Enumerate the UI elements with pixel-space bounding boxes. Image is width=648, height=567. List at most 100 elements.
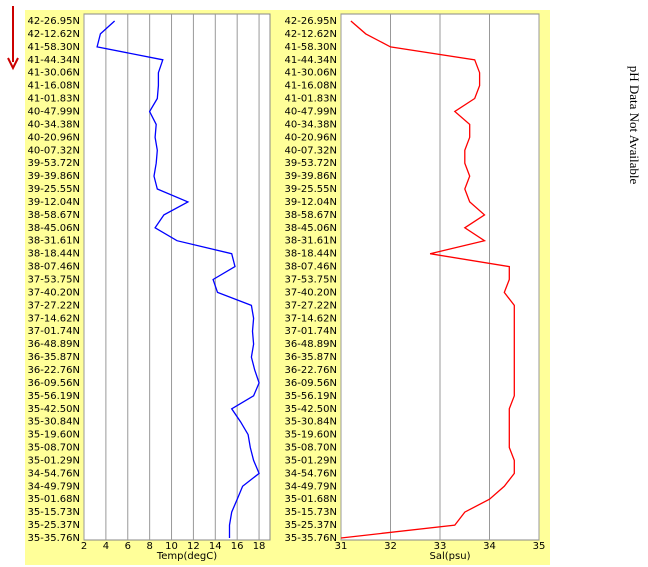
y-tick-label: 41-44.34N [285,55,337,66]
y-tick-label: 38-58.67N [285,210,337,221]
y-tick-label: 37-53.75N [28,275,80,286]
y-tick-label: 40-07.32N [285,145,337,156]
y-tick-label: 42-26.95N [28,16,80,27]
side-note: pH Data Not Available [627,66,642,185]
y-tick-label: 36-35.87N [28,352,80,363]
y-tick-label: 35-01.29N [28,455,80,466]
data-line [340,20,515,539]
y-tick-label: 40-34.38N [285,119,337,130]
y-tick-label: 36-35.87N [285,352,337,363]
y-tick-label: 38-58.67N [28,210,80,221]
y-tick-label: 35-25.37N [28,520,80,531]
y-tick-label: 37-40.20N [285,287,337,298]
y-tick-label: 41-16.08N [285,81,337,92]
y-tick-label: 39-25.55N [28,184,80,195]
y-tick-label: 39-39.86N [285,171,337,182]
y-tick-label: 38-31.61N [28,236,80,247]
x-tick-label: 18 [253,541,266,552]
y-tick-label: 39-53.72N [285,158,337,169]
y-tick-label: 41-16.08N [28,81,80,92]
y-tick-label: 35-08.70N [285,443,337,454]
y-tick-label: 41-30.06N [285,68,337,79]
y-tick-label: 38-31.61N [285,236,337,247]
y-tick-label: 35-35.76N [28,533,80,544]
y-tick-label: 39-39.86N [28,171,80,182]
x-tick-label: 6 [125,541,131,552]
y-tick-label: 40-34.38N [28,119,80,130]
y-tick-label: 36-22.76N [285,365,337,376]
y-tick-label: 41-58.30N [28,42,80,53]
y-tick-label: 38-18.44N [28,249,80,260]
y-tick-label: 36-48.89N [28,339,80,350]
y-tick-label: 35-30.84N [285,417,337,428]
y-tick-label: 41-58.30N [285,42,337,53]
x-tick-label: 16 [231,541,244,552]
x-tick-label: 10 [165,541,178,552]
x-tick-label: 8 [146,541,152,552]
y-tick-label: 36-22.76N [28,365,80,376]
y-tick-label: 40-20.96N [285,132,337,143]
y-tick-label: 35-01.68N [28,494,80,505]
y-tick-label: 37-01.74N [28,326,80,337]
y-tick-label: 40-07.32N [28,145,80,156]
y-tick-label: 39-53.72N [28,158,80,169]
x-tick-label: 35 [533,541,546,552]
y-tick-label: 37-53.75N [285,275,337,286]
data-line [96,20,260,538]
y-tick-label: 35-30.84N [28,417,80,428]
y-tick-label: 35-42.50N [285,404,337,415]
y-tick-label: 37-27.22N [28,300,80,311]
y-tick-label: 41-01.83N [28,94,80,105]
plot-area [83,13,271,541]
y-tick-label: 35-15.73N [285,507,337,518]
y-tick-label: 38-45.06N [28,223,80,234]
y-tick-label: 38-07.46N [285,262,337,273]
y-tick-label: 40-20.96N [28,132,80,143]
y-tick-label: 35-01.68N [285,494,337,505]
x-tick-label: 33 [434,541,447,552]
x-axis-title: Temp(degC) [156,551,217,562]
x-axis-title: Sal(psu) [430,551,471,562]
y-tick-label: 35-19.60N [285,430,337,441]
y-tick-label: 40-47.99N [285,106,337,117]
arrow-head [7,57,19,71]
y-tick-label: 41-01.83N [285,94,337,105]
y-tick-label: 35-56.19N [28,391,80,402]
y-tick-label: 35-42.50N [28,404,80,415]
x-tick-label: 32 [384,541,397,552]
y-tick-label: 39-25.55N [285,184,337,195]
x-tick-label: 4 [103,541,109,552]
x-tick-label: 12 [187,541,200,552]
y-tick-label: 35-35.76N [285,533,337,544]
x-tick-label: 34 [483,541,496,552]
y-tick-label: 35-19.60N [28,430,80,441]
y-tick-label: 36-09.56N [28,378,80,389]
y-tick-label: 34-54.76N [28,468,80,479]
y-tick-label: 35-25.37N [285,520,337,531]
y-tick-label: 35-15.73N [28,507,80,518]
y-tick-label: 39-12.04N [285,197,337,208]
y-tick-label: 34-49.79N [28,481,80,492]
y-tick-label: 34-49.79N [285,481,337,492]
y-tick-label: 42-12.62N [285,29,337,40]
y-tick-label: 40-47.99N [28,106,80,117]
y-tick-label: 37-14.62N [28,313,80,324]
y-tick-label: 37-27.22N [285,300,337,311]
y-tick-label: 35-56.19N [285,391,337,402]
y-tick-label: 42-26.95N [285,16,337,27]
y-tick-label: 35-01.29N [285,455,337,466]
y-tick-label: 41-30.06N [28,68,80,79]
y-tick-label: 42-12.62N [28,29,80,40]
y-tick-label: 35-08.70N [28,443,80,454]
y-tick-label: 38-45.06N [285,223,337,234]
y-tick-label: 36-48.89N [285,339,337,350]
y-tick-label: 38-07.46N [28,262,80,273]
x-tick-label: 14 [209,541,222,552]
y-tick-label: 36-09.56N [285,378,337,389]
x-tick-label: 31 [335,541,348,552]
y-tick-label: 34-54.76N [285,468,337,479]
y-tick-label: 37-14.62N [285,313,337,324]
y-tick-label: 38-18.44N [285,249,337,260]
y-tick-label: 37-01.74N [285,326,337,337]
